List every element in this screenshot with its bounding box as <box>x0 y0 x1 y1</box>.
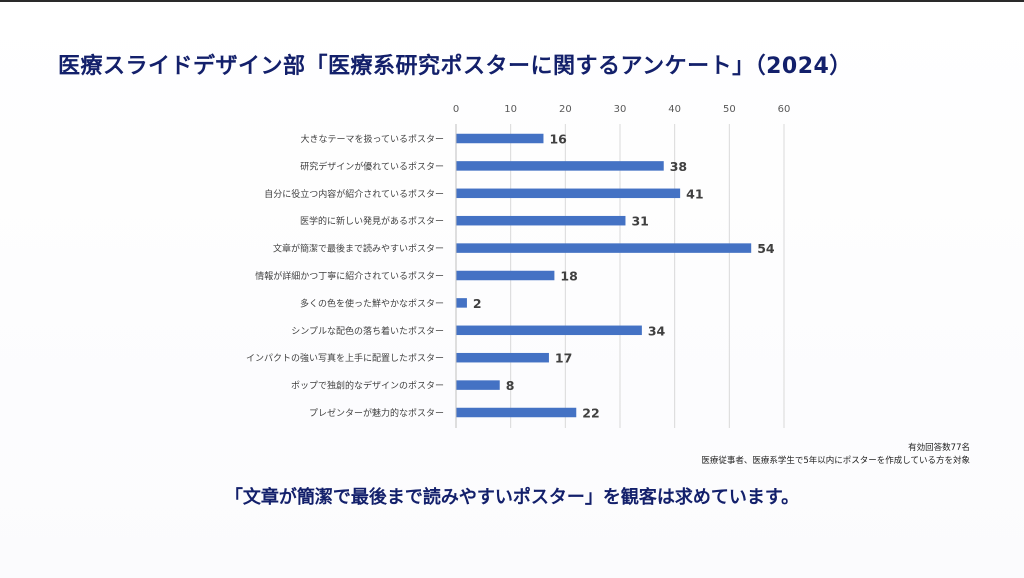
value-label: 18 <box>560 269 577 284</box>
category-label: シンプルな配色の落ち着いたポスター <box>291 325 444 337</box>
bar <box>456 380 500 390</box>
value-label: 41 <box>686 186 703 201</box>
bar <box>456 325 642 336</box>
category-label: プレゼンターが魅力的なポスター <box>309 407 444 419</box>
x-tick-label: 0 <box>453 104 459 115</box>
category-label: 大きなテーマを扱っているポスター <box>300 133 444 145</box>
target-audience-note: 医療従事者、医療系学生で5年以内にポスターを作成している方を対象 <box>701 456 970 466</box>
slide-title: 医療スライドデザイン部「医療系研究ポスターに関するアンケート」（2024） <box>58 54 852 79</box>
category-label: 多くの色を使った鮮やかなポスター <box>300 297 444 309</box>
x-tick-label: 20 <box>559 104 572 115</box>
x-tick-label: 10 <box>504 104 517 115</box>
value-label: 2 <box>473 296 482 311</box>
x-tick-label: 60 <box>778 104 791 115</box>
x-tick-label: 40 <box>668 104 681 115</box>
value-label: 16 <box>549 132 567 147</box>
top-divider <box>0 0 1024 2</box>
x-tick-label: 30 <box>614 104 627 115</box>
conclusion-text: 「文章が簡潔で最後まで読みやすいポスター」を観客は求めています。 <box>224 487 800 508</box>
bar <box>456 352 549 363</box>
value-label: 38 <box>670 159 687 174</box>
bar <box>456 298 467 308</box>
category-label: ポップで独創的なデザインのポスター <box>291 380 444 392</box>
category-label: 医学的に新しい発見があるポスター <box>300 215 444 227</box>
category-label: 研究デザインが優れているポスター <box>300 160 444 172</box>
value-label: 34 <box>648 323 666 338</box>
bar <box>456 161 664 171</box>
bar <box>456 133 544 144</box>
value-label: 22 <box>582 406 599 421</box>
value-label: 17 <box>555 351 572 366</box>
bar <box>456 270 555 281</box>
bar <box>456 407 577 418</box>
category-label: 情報が詳細かつ丁寧に紹介されているポスター <box>255 270 444 282</box>
category-label: 文章が簡潔で最後まで読みやすいポスター <box>273 243 444 255</box>
value-label: 31 <box>631 214 648 229</box>
category-label: インパクトの強い写真を上手に配置したポスター <box>246 352 444 364</box>
value-label: 54 <box>757 241 775 256</box>
bar <box>456 243 752 253</box>
x-tick-label: 50 <box>723 104 736 115</box>
value-label: 8 <box>506 378 515 393</box>
bar <box>456 215 626 226</box>
category-label: 自分に役立つ内容が紹介されているポスター <box>264 188 444 200</box>
bar <box>456 188 681 199</box>
respondent-count-note: 有効回答数77名 <box>908 443 970 453</box>
